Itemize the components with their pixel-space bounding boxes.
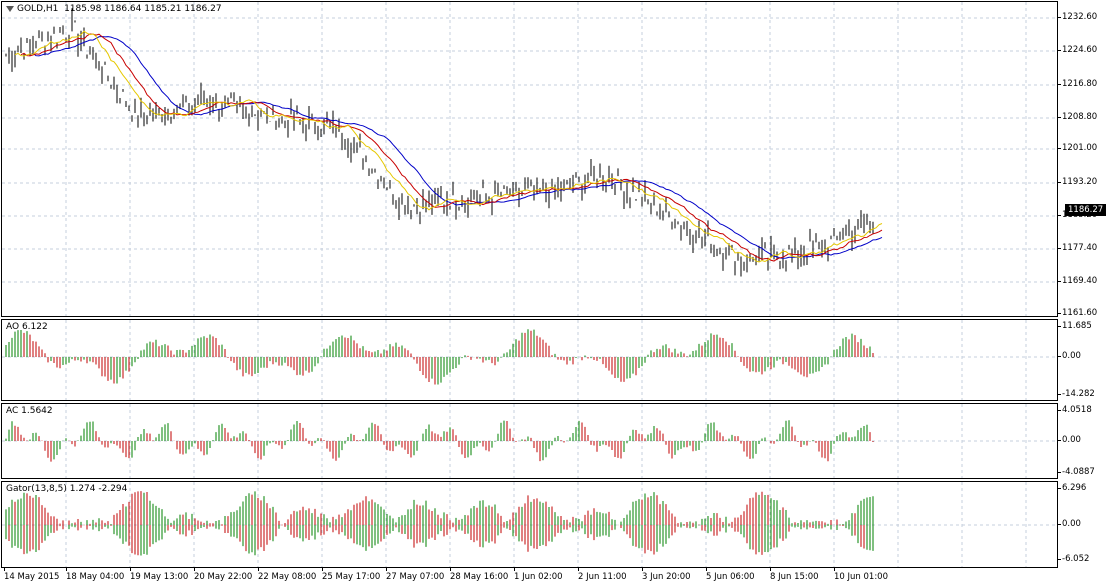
gator-tick: 0.00 xyxy=(1058,519,1081,529)
price-tick: 1193.20 xyxy=(1057,177,1098,187)
time-label: 14 May 2015 xyxy=(4,568,60,582)
price-tick: 1169.40 xyxy=(1057,276,1098,286)
grid xyxy=(2,2,1057,316)
time-label: 5 Jun 06:00 xyxy=(706,568,755,582)
time-label: 22 May 08:00 xyxy=(258,568,317,582)
price-tick: 1208.80 xyxy=(1057,112,1098,122)
time-label: 1 Jun 02:00 xyxy=(514,568,563,582)
grid xyxy=(2,320,1057,400)
ao-tick: -14.282 xyxy=(1058,389,1095,399)
ohlc-values: 1185.98 1186.64 1185.21 1186.27 xyxy=(64,4,222,14)
gator-pane[interactable]: Gator(13,8,5) 1.274 -2.294 xyxy=(1,481,1058,568)
dropdown-triangle-icon[interactable] xyxy=(6,5,14,12)
gator-tick: -6.052 xyxy=(1057,554,1090,564)
time-label: 18 May 04:00 xyxy=(66,568,125,582)
grid xyxy=(2,482,1057,567)
price-tick: 1201.00 xyxy=(1057,143,1098,153)
time-label: 28 May 16:00 xyxy=(450,568,509,582)
time-label: 10 Jun 01:00 xyxy=(834,568,888,582)
ao-tick: 0.00 xyxy=(1058,351,1081,361)
current-price-tag: 1186.27 xyxy=(1065,204,1107,216)
symbol-label: GOLD,H1 xyxy=(17,4,59,14)
ac-axis: 4.0518 0.00 -4.0887 xyxy=(1058,403,1120,479)
ac-histogram xyxy=(2,404,1057,478)
price-pane[interactable]: GOLD,H1 1185.98 1186.64 1185.21 1186.27 xyxy=(1,1,1058,317)
time-label: 3 Jun 20:00 xyxy=(642,568,691,582)
ac-label: AC 1.5642 xyxy=(6,406,53,416)
gator-tick: 6.296 xyxy=(1057,483,1087,493)
ac-tick: -4.0887 xyxy=(1058,467,1095,477)
ac-tick: 0.00 xyxy=(1058,435,1081,445)
gator-label: Gator(13,8,5) 1.274 -2.294 xyxy=(6,484,128,494)
time-label: 2 Jun 11:00 xyxy=(578,568,627,582)
ao-axis: 11.685 0.00 -14.282 xyxy=(1058,319,1120,401)
ao-tick: 11.685 xyxy=(1058,321,1092,331)
price-tick: 1177.40 xyxy=(1057,243,1098,253)
histogram-bars xyxy=(5,420,874,462)
gator-axis: 6.296 0.00 -6.052 xyxy=(1057,481,1120,568)
time-label: 19 May 13:00 xyxy=(130,568,189,582)
time-label: 27 May 07:00 xyxy=(386,568,445,582)
ao-pane[interactable]: AO 6.122 xyxy=(1,319,1058,401)
histogram-bars xyxy=(5,329,874,385)
ac-pane[interactable]: AC 1.5642 xyxy=(1,403,1058,479)
price-chart xyxy=(2,2,1057,316)
ac-tick: 4.0518 xyxy=(1058,405,1092,415)
ao-label: AO 6.122 xyxy=(6,322,48,332)
gator-histogram xyxy=(2,482,1057,567)
price-tick: 1216.80 xyxy=(1057,79,1098,89)
time-label: 8 Jun 15:00 xyxy=(770,568,819,582)
ohlc-bars xyxy=(5,8,874,277)
time-axis: 14 May 2015 18 May 04:00 19 May 13:00 20… xyxy=(0,568,1058,587)
ao-histogram xyxy=(2,320,1057,400)
histogram-bars xyxy=(5,491,874,556)
price-tick: 1224.60 xyxy=(1057,45,1098,55)
grid xyxy=(2,404,1057,478)
alligator-lips-line xyxy=(14,30,883,263)
alligator-jaw-line xyxy=(29,36,883,259)
alligator-teeth-line xyxy=(20,33,883,262)
price-tick: 1161.60 xyxy=(1057,308,1098,318)
time-label: 25 May 17:00 xyxy=(322,568,381,582)
price-tick: 1232.60 xyxy=(1057,12,1098,22)
symbol-header: GOLD,H1 1185.98 1186.64 1185.21 1186.27 xyxy=(6,4,222,14)
price-axis: 1232.60 1224.60 1216.80 1208.80 1201.00 … xyxy=(1057,1,1120,318)
time-label: 20 May 22:00 xyxy=(194,568,253,582)
